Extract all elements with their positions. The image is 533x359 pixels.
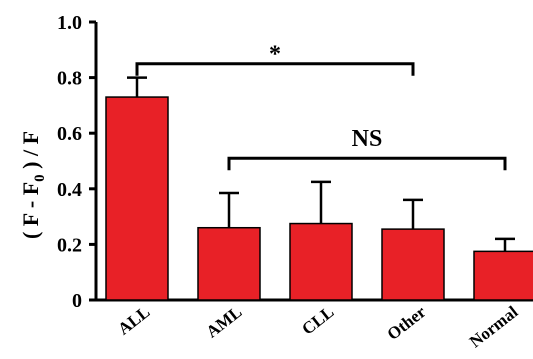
y-tick-label: 0.4: [57, 179, 82, 201]
x-tick-label-cll: CLL: [298, 302, 337, 339]
bar-aml: [197, 226, 261, 301]
significance-bracket: [135, 62, 415, 76]
y-axis-label-tail: ) / F: [18, 131, 43, 174]
significance-brackets: * NS: [135, 42, 507, 171]
x-tick-label-other: Other: [384, 302, 430, 344]
category-labels: ALL AML CLL Other Normal: [114, 302, 521, 352]
bar-all: [105, 96, 169, 301]
y-tick-label: 0.6: [57, 123, 82, 145]
y-axis-label: ( F - F0 ) / F: [18, 131, 48, 239]
y-tick-label: 1.0: [57, 12, 82, 34]
y-tick-label: 0.8: [57, 68, 82, 90]
bars-group: [105, 96, 533, 301]
x-tick-label-normal: Normal: [466, 302, 522, 351]
y-axis-ticks: 0 0.2 0.4 0.6 0.8 1.0: [57, 12, 96, 312]
bar-normal: [473, 250, 533, 301]
error-bars-group: [127, 76, 515, 252]
significance-bracket: [227, 156, 507, 171]
bar-other: [381, 228, 445, 301]
significance-label: *: [269, 42, 281, 68]
y-tick-label: 0: [72, 290, 82, 312]
x-tick-label-aml: AML: [203, 302, 246, 341]
y-tick-label: 0.2: [57, 234, 82, 256]
bar-cll: [289, 222, 353, 301]
significance-label: NS: [352, 126, 383, 152]
x-tick-label-all: ALL: [114, 302, 153, 339]
y-axis-label-subscript: 0: [32, 174, 48, 182]
